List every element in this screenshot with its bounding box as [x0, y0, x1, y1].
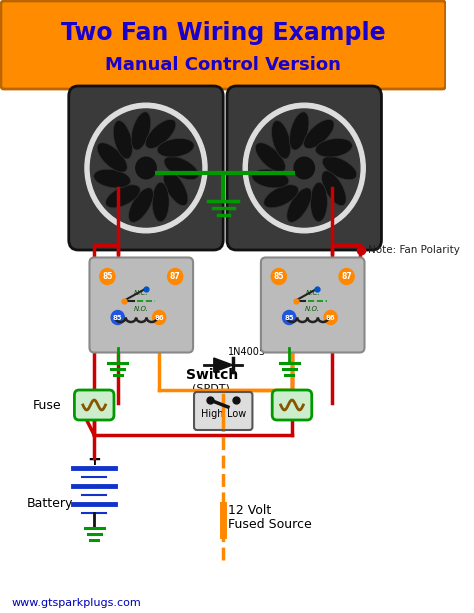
Circle shape [339, 268, 354, 284]
Circle shape [249, 109, 360, 227]
Circle shape [168, 268, 182, 284]
Text: N.C.: N.C. [134, 289, 148, 295]
Text: N.C.: N.C. [305, 289, 320, 295]
Circle shape [85, 103, 207, 233]
Text: 85: 85 [102, 272, 113, 281]
Ellipse shape [290, 112, 309, 150]
Text: Fuse: Fuse [33, 398, 62, 411]
Text: N.O.: N.O. [134, 305, 149, 311]
Text: High: High [201, 409, 223, 419]
Text: 12 Volt: 12 Volt [228, 503, 271, 517]
FancyBboxPatch shape [227, 86, 382, 250]
Ellipse shape [164, 156, 199, 180]
FancyBboxPatch shape [69, 86, 223, 250]
Text: www.gtsparkplugs.com: www.gtsparkplugs.com [11, 598, 141, 608]
Ellipse shape [255, 143, 285, 172]
FancyBboxPatch shape [1, 1, 446, 89]
Ellipse shape [264, 185, 299, 208]
Circle shape [153, 311, 166, 324]
Text: 86: 86 [155, 314, 164, 321]
Circle shape [271, 268, 286, 284]
Text: Battery: Battery [27, 497, 73, 509]
Ellipse shape [157, 139, 194, 157]
Text: Low: Low [227, 409, 246, 419]
Text: +: + [87, 451, 101, 469]
Circle shape [324, 311, 337, 324]
Text: 85: 85 [113, 314, 123, 321]
Text: 87: 87 [341, 272, 352, 281]
Ellipse shape [322, 171, 346, 205]
FancyBboxPatch shape [261, 257, 365, 352]
FancyBboxPatch shape [74, 390, 114, 420]
Text: 87: 87 [170, 272, 181, 281]
FancyBboxPatch shape [272, 390, 312, 420]
Ellipse shape [152, 182, 169, 222]
Ellipse shape [128, 188, 154, 223]
Ellipse shape [272, 121, 291, 159]
Ellipse shape [97, 143, 127, 172]
Text: Two Fan Wiring Example: Two Fan Wiring Example [61, 21, 385, 45]
Text: Note: Fan Polarity: Note: Fan Polarity [368, 245, 460, 255]
Circle shape [100, 268, 115, 284]
Text: 1N4005: 1N4005 [228, 347, 266, 357]
Text: 85: 85 [284, 314, 294, 321]
Ellipse shape [315, 139, 352, 157]
Polygon shape [214, 358, 233, 372]
Circle shape [283, 311, 296, 324]
Ellipse shape [310, 182, 328, 222]
Ellipse shape [322, 156, 357, 180]
Circle shape [91, 109, 201, 227]
Circle shape [136, 157, 156, 179]
Ellipse shape [146, 120, 176, 148]
Ellipse shape [252, 169, 289, 188]
Text: Fused Source: Fused Source [228, 519, 312, 531]
Ellipse shape [113, 121, 133, 159]
Text: 86: 86 [326, 314, 336, 321]
Text: (SPDT): (SPDT) [192, 383, 230, 393]
Ellipse shape [131, 112, 151, 150]
Text: N.O.: N.O. [305, 305, 320, 311]
Circle shape [294, 157, 314, 179]
Circle shape [243, 103, 365, 233]
Ellipse shape [106, 185, 140, 208]
Text: 85: 85 [273, 272, 284, 281]
Text: Switch: Switch [185, 368, 238, 382]
Ellipse shape [287, 188, 311, 223]
FancyBboxPatch shape [194, 392, 253, 430]
Ellipse shape [164, 171, 188, 205]
FancyBboxPatch shape [90, 257, 193, 352]
Ellipse shape [304, 120, 334, 148]
Ellipse shape [94, 169, 131, 188]
Text: Manual Control Version: Manual Control Version [105, 56, 341, 74]
Circle shape [111, 311, 124, 324]
